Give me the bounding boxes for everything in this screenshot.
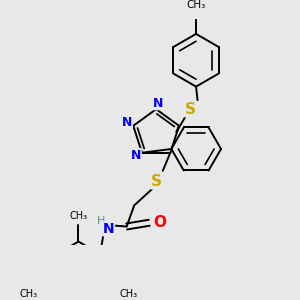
Text: O: O [153, 215, 166, 230]
Text: N: N [152, 97, 163, 110]
Text: N: N [103, 222, 114, 236]
Text: H: H [97, 216, 105, 226]
Text: S: S [151, 174, 162, 189]
Text: S: S [184, 102, 196, 117]
Text: CH₃: CH₃ [69, 211, 88, 221]
Text: CH₃: CH₃ [19, 289, 38, 299]
Text: N: N [122, 116, 132, 129]
Text: N: N [131, 148, 141, 161]
Text: CH₃: CH₃ [186, 0, 206, 10]
Text: CH₃: CH₃ [120, 289, 138, 299]
